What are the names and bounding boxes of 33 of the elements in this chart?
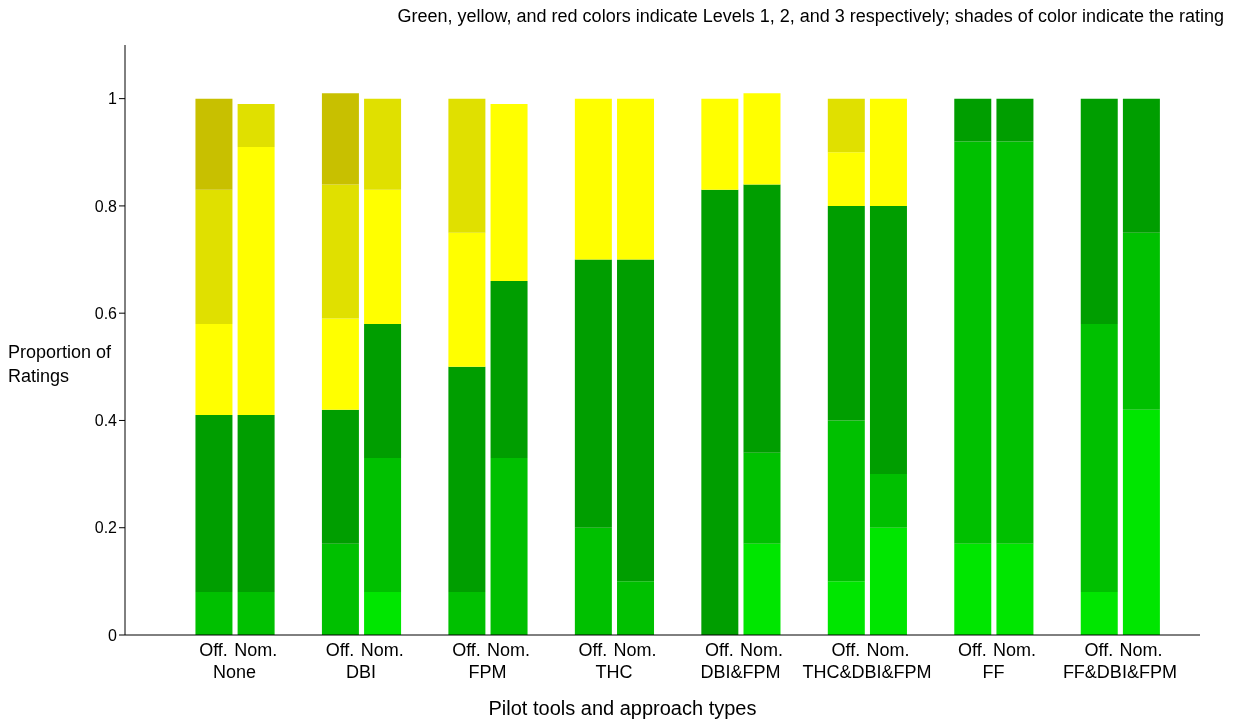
- text: FF&DBI&FPM: [1061, 662, 1178, 683]
- x-tick-label: Nom.: [613, 639, 657, 660]
- x-tick-label: Nom.: [1119, 639, 1163, 660]
- text: FF: [982, 662, 1005, 682]
- y-axis-title: Proportion of Ratings: [8, 341, 113, 388]
- y-tick-label: 0: [108, 626, 118, 644]
- x-tick-label: Off.: [705, 639, 734, 660]
- x-tick-label: Nom.: [740, 639, 784, 660]
- x-axis-title: Pilot tools and approach types: [487, 697, 758, 720]
- text: THC: [595, 662, 633, 682]
- text: DBI: [345, 662, 378, 683]
- x-tick-label: Off.: [958, 639, 987, 660]
- x-tick-label: Off.: [831, 639, 861, 660]
- x-tick-label: Nom.: [487, 639, 531, 660]
- x-tick-label: Off.: [1084, 639, 1114, 660]
- y-tick-label: 0.2: [94, 519, 118, 537]
- y-tick-label: 0.4: [94, 412, 118, 430]
- y-tick-label: 0.6: [94, 304, 118, 322]
- chart-title: Green, yellow, and red colors indicate Levels 1, 2, and 3 respectively; shades of color indicate the rating: [396, 6, 1224, 27]
- x-tick-label: Nom.: [866, 639, 910, 660]
- y-tick-label: 0.8: [94, 197, 118, 215]
- x-tick-label: Nom.: [360, 639, 404, 660]
- text: DBI&FPM: [700, 662, 781, 682]
- x-tick-label: Nom.: [234, 639, 278, 660]
- text: THC&DBI&FPM: [802, 662, 932, 682]
- x-tick-label: Nom.: [993, 639, 1037, 660]
- x-tick-label: Off.: [452, 639, 481, 660]
- x-tick-label: Off.: [325, 639, 355, 660]
- y-tick-label: 1: [108, 90, 118, 108]
- x-tick-label: Off.: [199, 639, 228, 660]
- text: None: [212, 662, 258, 683]
- text: FPM: [467, 662, 508, 683]
- x-tick-label: Off.: [578, 639, 608, 660]
